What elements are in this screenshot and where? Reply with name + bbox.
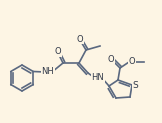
Text: S: S: [132, 82, 138, 91]
Text: HN: HN: [92, 74, 104, 83]
Text: O: O: [108, 54, 114, 63]
Text: O: O: [55, 47, 61, 56]
Text: O: O: [129, 57, 135, 67]
Text: NH: NH: [42, 68, 54, 77]
Text: O: O: [77, 34, 83, 44]
